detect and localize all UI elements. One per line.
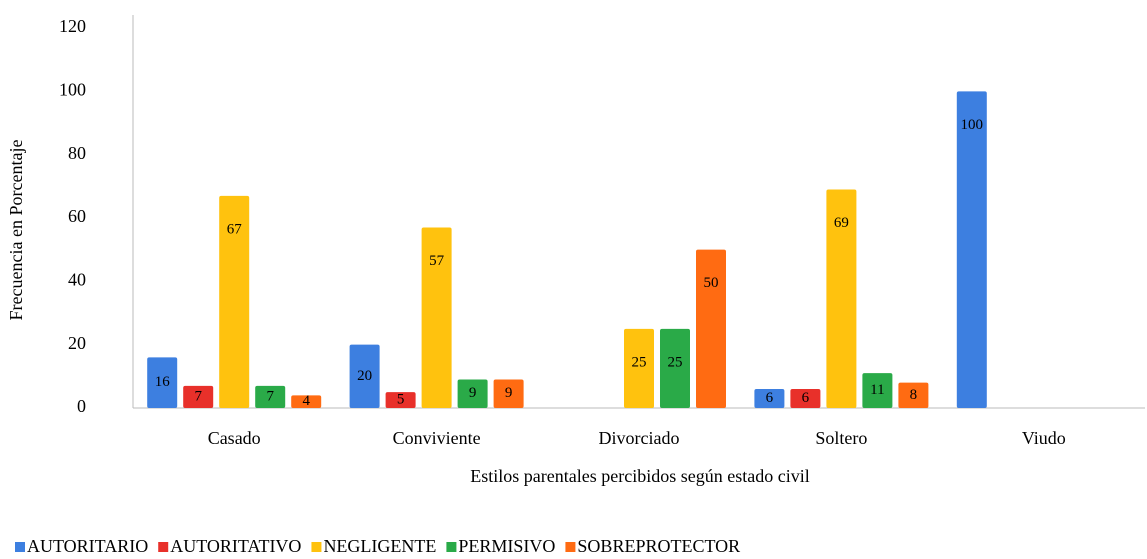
legend-marker (15, 542, 25, 552)
legend-label: AUTORITATIVO (170, 536, 301, 556)
bar (493, 379, 524, 408)
value-label: 4 (302, 393, 310, 409)
y-tick-label: 20 (68, 333, 86, 353)
value-label: 69 (834, 215, 849, 231)
bar (255, 385, 286, 408)
x-tick-label: Casado (208, 428, 261, 448)
value-label: 5 (397, 392, 405, 408)
x-tick-label: Viudo (1022, 428, 1066, 448)
value-label: 8 (910, 387, 918, 403)
x-axis-title: Estilos parentales percibidos según esta… (470, 466, 809, 486)
bar (219, 195, 250, 408)
y-tick-label: 120 (59, 16, 86, 36)
value-label: 9 (505, 385, 513, 401)
y-axis-title: Frecuencia en Porcentaje (6, 140, 26, 321)
bar (457, 379, 488, 408)
value-label: 57 (429, 253, 445, 269)
legend-label: SOBREPROTECTOR (577, 536, 740, 556)
x-tick-label: Soltero (815, 428, 867, 448)
bar (790, 389, 821, 408)
value-label: 16 (155, 374, 171, 390)
bar (147, 357, 178, 408)
legend-label: AUTORITARIO (27, 536, 148, 556)
legend-label: NEGLIGENTE (323, 536, 436, 556)
bar (898, 382, 929, 408)
legend-marker (446, 542, 457, 552)
value-label: 11 (870, 382, 884, 398)
value-label: 7 (194, 388, 202, 404)
bar (624, 328, 654, 408)
bar (862, 373, 893, 408)
y-tick-label: 100 (59, 79, 86, 99)
y-tick-label: 40 (68, 269, 86, 289)
bar (349, 344, 380, 408)
value-label: 100 (961, 117, 984, 133)
y-tick-label: 80 (68, 143, 86, 163)
value-label: 9 (469, 385, 477, 401)
value-label: 6 (802, 390, 810, 406)
legend-marker (565, 542, 576, 552)
legend-label: PERMISIVO (458, 536, 555, 556)
bar (385, 392, 416, 408)
y-tick-label: 0 (77, 396, 86, 416)
value-label: 67 (227, 221, 243, 237)
bar (660, 328, 690, 408)
x-tick-label: Conviviente (393, 428, 481, 448)
value-label: 25 (668, 354, 683, 370)
x-tick-label: Divorciado (599, 428, 680, 448)
bar (183, 385, 214, 408)
value-label: 20 (357, 368, 372, 384)
value-label: 50 (704, 275, 719, 291)
bar (291, 395, 322, 408)
y-tick-label: 60 (68, 206, 86, 226)
value-label: 25 (632, 354, 647, 370)
bar (826, 189, 857, 408)
value-label: 6 (766, 390, 774, 406)
bar (754, 389, 785, 408)
value-label: 7 (266, 388, 274, 404)
legend-marker (158, 542, 169, 552)
bar (956, 91, 987, 408)
legend-marker (311, 542, 322, 552)
bar (696, 249, 726, 408)
bar (421, 227, 452, 408)
